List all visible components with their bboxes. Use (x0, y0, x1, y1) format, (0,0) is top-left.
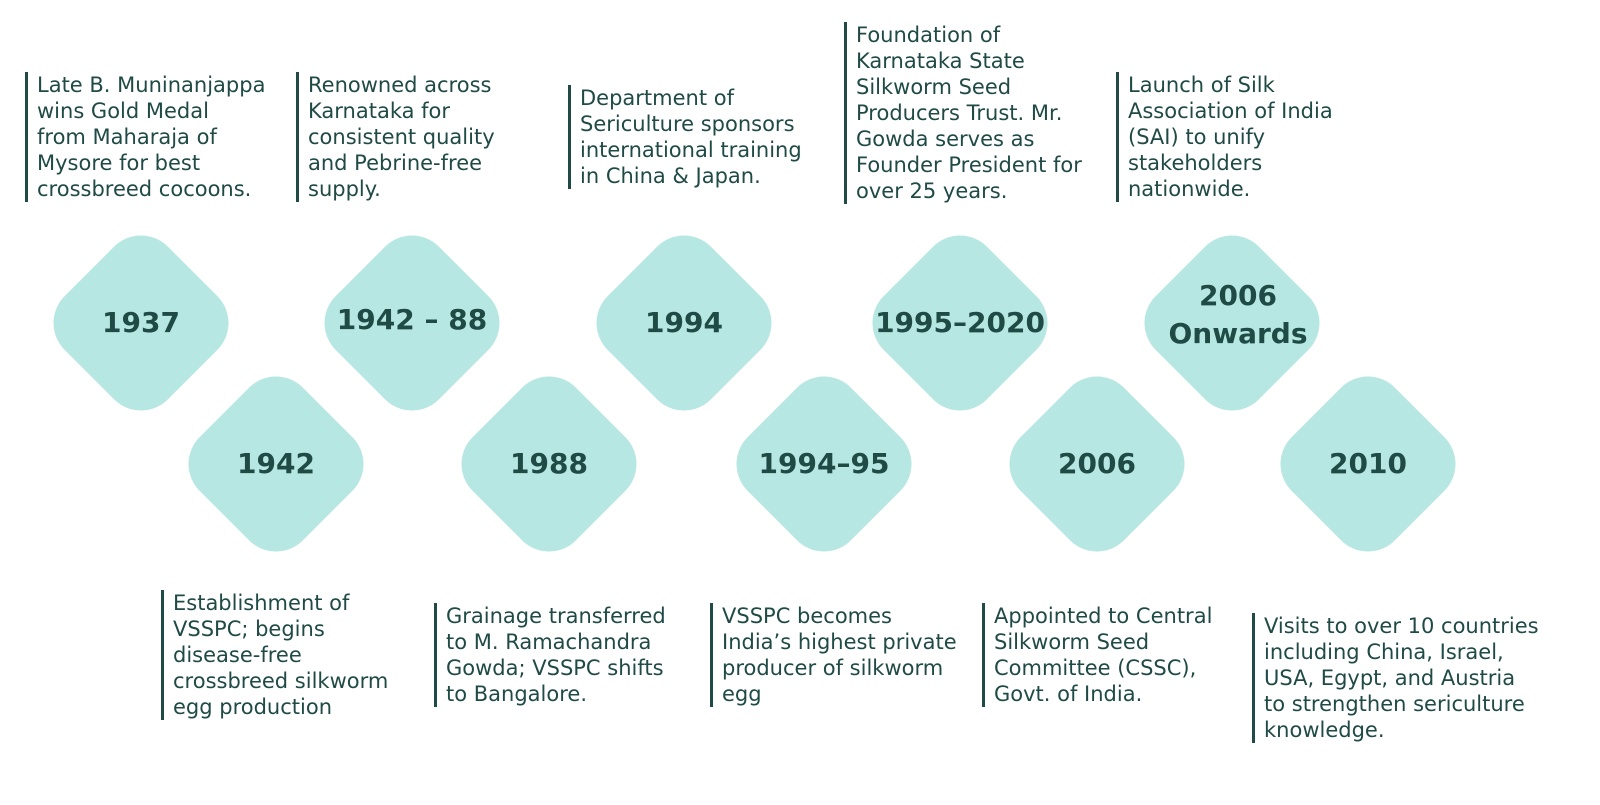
note-line: international training (580, 138, 802, 162)
milestone-note-2010: Visits to over 10 countries including Ch… (1252, 613, 1539, 743)
note-line: Sericulture sponsors (580, 112, 795, 136)
milestone-note-1994-95: VSSPC becomes India’s highest private pr… (710, 603, 957, 707)
note-line: and Pebrine-free (308, 151, 483, 175)
note-line: USA, Egypt, and Austria (1264, 666, 1516, 690)
year-label-2006-onwards: 2006 Onwards (1168, 279, 1308, 350)
note-line: Renowned across (308, 73, 492, 97)
year-label-1942: 1942 (237, 447, 315, 480)
note-line: supply. (308, 177, 381, 201)
milestone-note-1942: Establishment of VSSPC; begins disease-f… (161, 590, 388, 720)
note-line: Association of India (1128, 99, 1333, 123)
note-line: wins Gold Medal (37, 99, 209, 123)
year-label-1994: 1994 (645, 306, 723, 339)
note-line: Karnataka State (856, 49, 1025, 73)
note-line: Mysore for best (37, 151, 201, 175)
note-line: including China, Israel, (1264, 640, 1504, 664)
note-line: VSSPC becomes (722, 604, 892, 628)
note-line: to M. Ramachandra (446, 630, 652, 654)
note-line: nationwide. (1128, 177, 1251, 201)
note-line: stakeholders (1128, 151, 1263, 175)
note-line: Foundation of (856, 23, 1001, 47)
note-line: Appointed to Central (994, 604, 1213, 628)
note-line: Producers Trust. Mr. (856, 101, 1063, 125)
milestone-note-1937: Late B. Muninanjappa wins Gold Medal fro… (25, 72, 265, 202)
note-line: from Maharaja of (37, 125, 217, 149)
year-label-2010: 2010 (1329, 447, 1407, 480)
note-line: disease-free (173, 643, 302, 667)
note-line: Visits to over 10 countries (1264, 614, 1539, 638)
note-line: Launch of Silk (1128, 73, 1275, 97)
note-line: to Bangalore. (446, 682, 587, 706)
note-line: over 25 years. (856, 179, 1008, 203)
milestone-note-1994: Department of Sericulture sponsors inter… (568, 85, 802, 189)
note-line: Karnataka for (308, 99, 451, 123)
year-label-1994-95: 1994–95 (758, 447, 890, 480)
year-label-1995-2020: 1995–2020 (875, 306, 1045, 339)
note-line: Committee (CSSC), (994, 656, 1197, 680)
milestone-note-2006-onwards: Launch of Silk Association of India (SAI… (1116, 72, 1333, 202)
note-line: crossbreed silkworm (173, 669, 389, 693)
note-line: egg (722, 682, 762, 706)
note-line: VSSPC; begins (173, 617, 325, 641)
note-line: Department of (580, 86, 734, 110)
milestone-note-1995-2020: Foundation of Karnataka State Silkworm S… (844, 22, 1082, 204)
note-line: Late B. Muninanjappa (37, 73, 266, 97)
milestone-note-2006: Appointed to Central Silkworm Seed Commi… (982, 603, 1212, 707)
note-line: (SAI) to unify (1128, 125, 1266, 149)
year-label-1942-88: 1942 – 88 (336, 303, 488, 336)
note-line: Silkworm Seed (856, 75, 1012, 99)
note-line: Gowda; VSSPC shifts (446, 656, 664, 680)
note-line: Govt. of India. (994, 682, 1143, 706)
note-line: Establishment of (173, 591, 350, 615)
note-line: India’s highest private (722, 630, 957, 654)
year-label-1988: 1988 (510, 447, 588, 480)
note-line: Silkworm Seed (994, 630, 1150, 654)
milestone-note-1942-88: Renowned across Karnataka for consistent… (296, 72, 495, 202)
note-line: knowledge. (1264, 718, 1385, 742)
year-label-1937: 1937 (102, 306, 180, 339)
year-label-2006: 2006 (1058, 447, 1136, 480)
note-line: Gowda serves as (856, 127, 1035, 151)
note-line: egg production (173, 695, 333, 719)
note-line: consistent quality (308, 125, 495, 149)
milestone-note-1988: Grainage transferred to M. Ramachandra G… (434, 603, 666, 707)
note-line: Grainage transferred (446, 604, 666, 628)
note-line: in China & Japan. (580, 164, 761, 188)
note-line: producer of silkworm (722, 656, 944, 680)
note-line: crossbreed cocoons. (37, 177, 252, 201)
note-line: Founder President for (856, 153, 1082, 177)
note-line: to strengthen sericulture (1264, 692, 1525, 716)
